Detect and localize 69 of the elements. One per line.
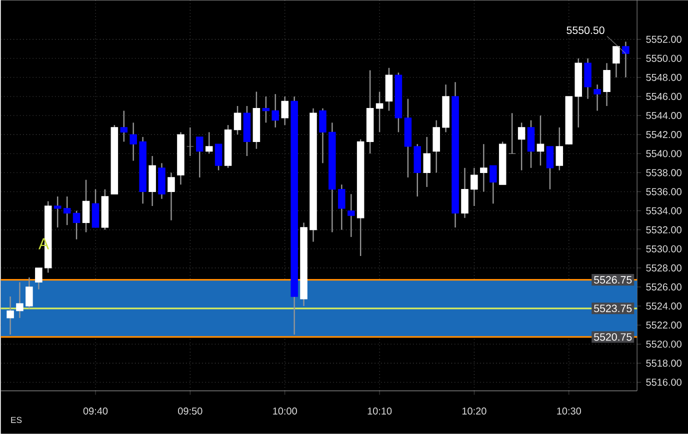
- candlestick: [54, 196, 62, 228]
- x-tick-label: 09:40: [83, 408, 108, 415]
- candlestick: [527, 120, 535, 169]
- x-tick-label: 10:00: [273, 408, 297, 415]
- y-tick-label: 5518.00: [646, 360, 682, 367]
- candlestick: [281, 96, 288, 126]
- candlestick: [480, 144, 488, 192]
- y-tick-label: 5522.00: [646, 322, 682, 329]
- candlestick: [120, 110, 128, 142]
- candlestick: [6, 296, 14, 336]
- y-tick-label: 5534.00: [646, 207, 682, 214]
- x-tick-label: 10:10: [368, 408, 392, 415]
- candlestick: [518, 122, 526, 172]
- candlestick: [461, 167, 468, 219]
- ref-line-label: 5523.75: [594, 304, 632, 312]
- candlestick: [594, 84, 601, 112]
- candlestick: [82, 179, 90, 233]
- y-tick-label: 5542.00: [646, 131, 682, 138]
- ref-line-label: 5520.75: [594, 333, 632, 341]
- candlestick: [338, 184, 346, 231]
- candlestick: [272, 94, 279, 128]
- candlestick: [168, 172, 175, 222]
- candlestick: [35, 267, 42, 290]
- candlestick: [556, 126, 564, 172]
- candlestick: [262, 96, 270, 124]
- x-tick-label: 10:30: [557, 408, 581, 415]
- candlestick: [470, 167, 478, 207]
- y-tick-label: 5550.00: [646, 54, 682, 62]
- candlestick: [205, 132, 213, 154]
- y-tick-label: 5528.00: [646, 264, 682, 272]
- candlestick: [348, 194, 355, 238]
- annotation: 5550.50: [566, 26, 604, 34]
- candlestick: [490, 165, 497, 204]
- candlestick: [508, 112, 516, 154]
- candlestick: [196, 136, 204, 178]
- y-tick-label: 5520.00: [646, 340, 682, 348]
- candlestick: [92, 188, 100, 228]
- y-tick-label: 5516.00: [646, 378, 682, 386]
- y-tick-label: 5538.00: [646, 169, 682, 176]
- candlestick: [319, 108, 326, 164]
- candlestick: [603, 62, 610, 107]
- candlestick: [546, 146, 554, 190]
- candlestick: [432, 120, 440, 174]
- y-tick-label: 5524.00: [646, 302, 682, 310]
- candlestick: [186, 126, 194, 157]
- y-tick-label: 5552.00: [646, 36, 682, 43]
- candlestick: [214, 144, 222, 172]
- y-tick-label: 5540.00: [646, 150, 682, 158]
- candlestick: [72, 210, 80, 240]
- candlestick: [423, 136, 430, 188]
- candlestick: [63, 196, 71, 226]
- candlestick: [16, 282, 24, 319]
- y-tick-label: 5526.00: [646, 284, 682, 291]
- candlestick: [536, 115, 544, 166]
- x-tick-label: 10:20: [462, 408, 486, 415]
- candlestick: [376, 91, 384, 133]
- y-tick-label: 5546.00: [646, 93, 682, 100]
- y-tick-label: 5532.00: [646, 226, 682, 234]
- x-tick-label: 09:50: [178, 408, 202, 415]
- y-tick-label: 5530.00: [646, 245, 682, 253]
- candlestick: [130, 122, 137, 162]
- candlestick: [26, 276, 33, 310]
- y-tick-label: 5548.00: [646, 74, 682, 82]
- y-tick-label: 5536.00: [646, 188, 682, 196]
- candlestick: [584, 58, 592, 100]
- y-tick-label: 5544.00: [646, 112, 682, 120]
- ref-line-label: 5526.75: [594, 276, 632, 284]
- candlestick: [234, 106, 242, 136]
- text: ES: [11, 417, 22, 424]
